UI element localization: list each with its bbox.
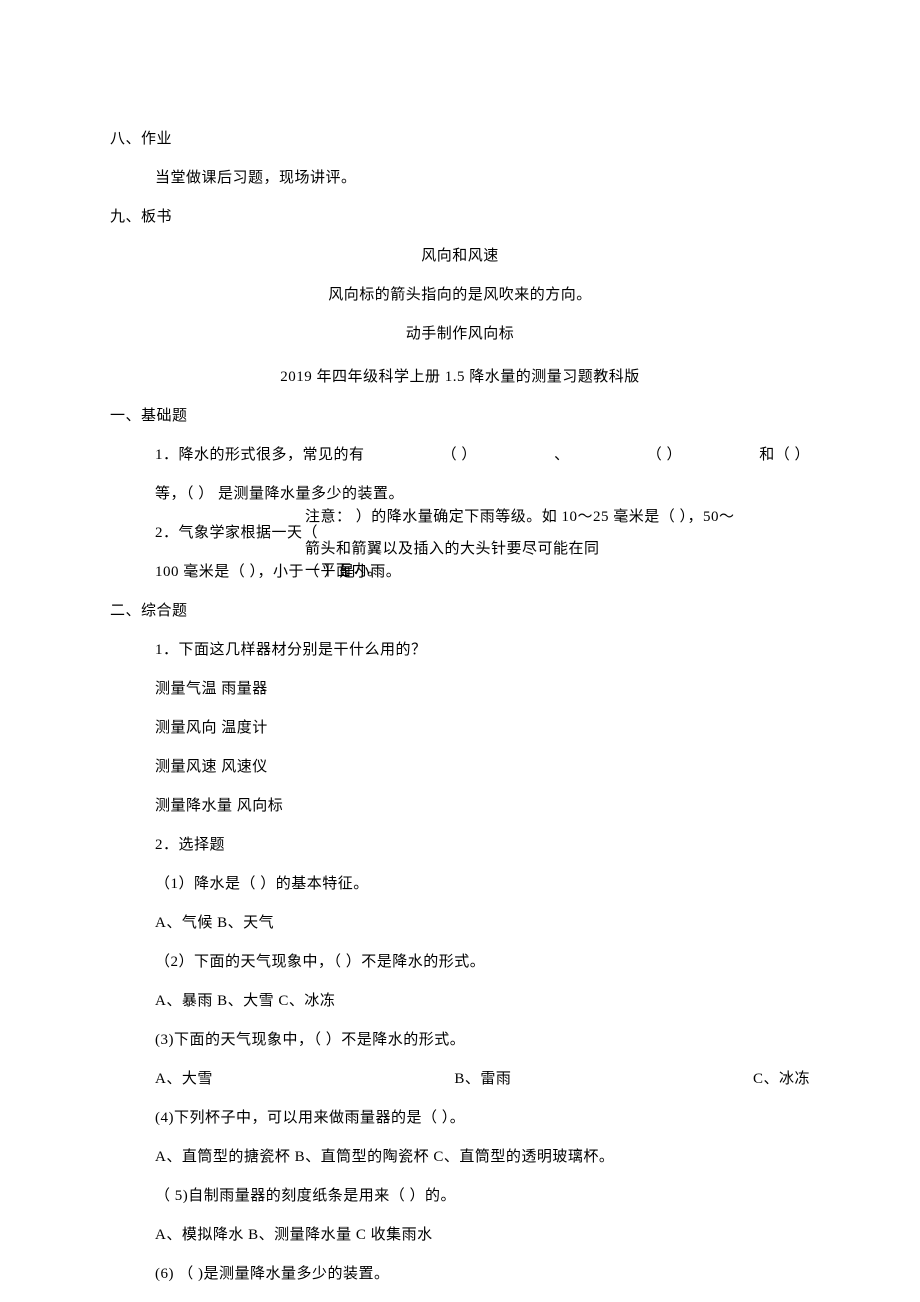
choice-4-opt: A、直筒型的搪瓷杯 B、直筒型的陶瓷杯 C、直筒型的透明玻璃杯。 [155,1138,810,1177]
choice-5: （ 5)自制雨量器的刻度纸条是用来（ ）的。 [155,1177,810,1216]
match-3: 测量风速 风速仪 [155,748,810,787]
note-3: 一平面内。 [305,560,383,583]
p1-q1-line1: 1．降水的形式很多，常见的有 （ ） 、 （ ） 和（ ） [155,436,810,475]
p1-q1-c: 、 [554,436,570,475]
board-line-1: 风向标的箭头指向的是风吹来的方向。 [110,276,810,315]
choice-1-opt: A、气候 B、天气 [155,904,810,943]
choice-3-c: C、冰冻 [753,1060,810,1099]
section-8-content: 当堂做课后习题，现场讲评。 [155,159,810,198]
p2-q1: 1．下面这几样器材分别是干什么用的？ [155,631,810,670]
note-2: 箭头和箭翼以及插入的大头针要尽可能在同 [305,538,600,561]
p2-q2: 2．选择题 [155,826,810,865]
p1-q2-line1-text: 2．气象学家根据一天（ [155,525,318,541]
p1-q1-e: 和（ ） [759,436,810,475]
p1-q1-a: 1．降水的形式很多，常见的有 [155,436,365,475]
exam-title: 2019 年四年级科学上册 1.5 降水量的测量习题教科版 [110,358,810,397]
p1-q1-d: （ ） [647,436,682,475]
match-4: 测量降水量 风向标 [155,787,810,826]
section-8-heading: 八、作业 [110,120,810,159]
choice-6: (6) （ )是测量降水量多少的装置。 [155,1255,810,1294]
board-line-2: 动手制作风向标 [110,315,810,354]
choice-3: (3)下面的天气现象中，（ ）不是降水的形式。 [155,1021,810,1060]
choice-1: （1）降水是（ ）的基本特征。 [155,865,810,904]
choice-3-b: B、雷雨 [454,1060,511,1099]
choice-3-opt: A、大雪 B、雷雨 C、冰冻 [155,1060,810,1099]
choice-2: （2）下面的天气现象中，（ ）不是降水的形式。 [155,943,810,982]
p1-q1-b: （ ） [442,436,477,475]
choice-2-opt: A、暴雨 B、大雪 C、冰冻 [155,982,810,1021]
choice-4: (4)下列杯子中，可以用来做雨量器的是（ ）。 [155,1099,810,1138]
section-9-heading: 九、板书 [110,198,810,237]
choice-5-opt: A、模拟降水 B、测量降水量 C 收集雨水 [155,1216,810,1255]
part-1-heading: 一、基础题 [110,397,810,436]
match-1: 测量气温 雨量器 [155,670,810,709]
match-2: 测量风向 温度计 [155,709,810,748]
note-1: 注意： ）的降水量确定下雨等级。如 10～25 毫米是（ ），50～ [305,506,735,529]
part-2-heading: 二、综合题 [110,592,810,631]
choice-3-a: A、大雪 [155,1060,213,1099]
board-title: 风向和风速 [110,237,810,276]
